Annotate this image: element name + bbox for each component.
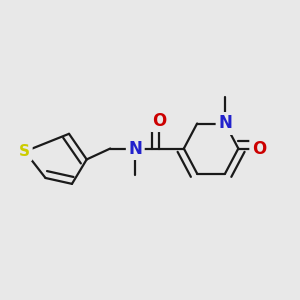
Text: S: S	[20, 144, 30, 159]
Text: N: N	[128, 140, 142, 158]
Text: O: O	[252, 140, 266, 158]
Text: O: O	[152, 112, 166, 130]
Text: N: N	[218, 115, 232, 133]
